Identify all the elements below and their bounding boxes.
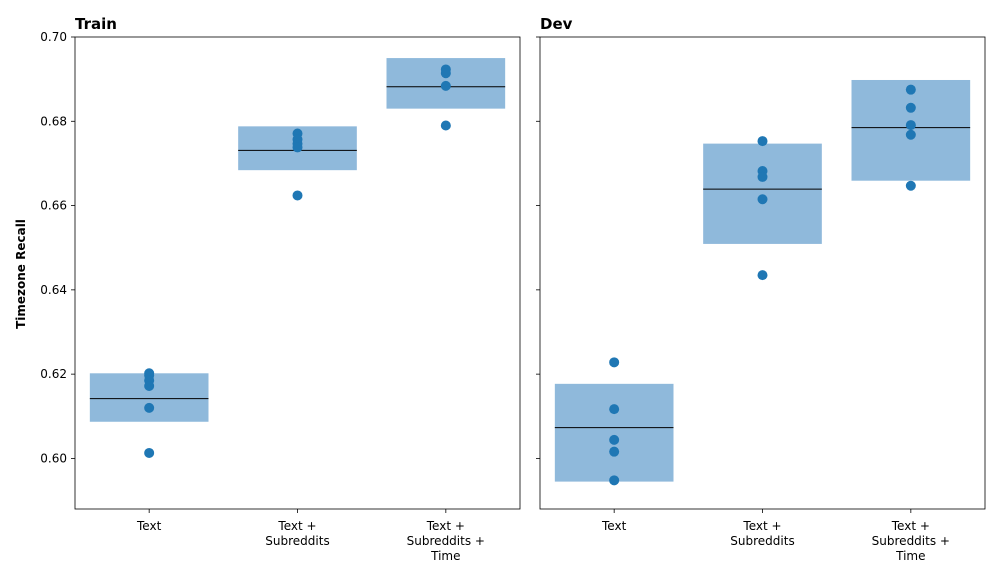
train-x-tick-label: Text bbox=[136, 519, 162, 533]
train-data-point bbox=[292, 142, 303, 153]
dev-data-point bbox=[757, 270, 768, 281]
y-tick-label: 0.68 bbox=[40, 114, 67, 128]
train-panel-title: Train bbox=[75, 15, 117, 33]
train-x-tick-label: Time bbox=[430, 549, 460, 563]
dev-data-point bbox=[905, 129, 916, 140]
dev-x-tick-label: Text + bbox=[891, 519, 930, 533]
dev-data-point bbox=[757, 136, 768, 147]
train-panel: Train 0.60 0.62 0.64 0.66 0.68 0.70 Text Text +… bbox=[40, 15, 521, 563]
dev-x-tick-label: Subreddits bbox=[730, 534, 794, 548]
dev-x-tick-label: Subreddits + bbox=[872, 534, 950, 548]
dev-data-point bbox=[609, 404, 620, 415]
train-x-tick-label: Text + bbox=[426, 519, 465, 533]
train-data-point bbox=[144, 380, 155, 391]
train-data-point bbox=[440, 80, 451, 91]
dev-data-point bbox=[609, 434, 620, 445]
train-x-tick-label: Subreddits bbox=[265, 534, 329, 548]
train-x-tick-label: Text + bbox=[277, 519, 316, 533]
dev-x-tick-label: Text + bbox=[742, 519, 781, 533]
dev-data-point bbox=[757, 171, 768, 182]
train-data-point bbox=[292, 190, 303, 201]
train-data-point bbox=[440, 120, 451, 131]
dev-data-point bbox=[609, 446, 620, 457]
y-tick-label: 0.66 bbox=[40, 199, 67, 213]
dev-box-1 bbox=[703, 143, 822, 244]
dev-panel-title: Dev bbox=[540, 15, 573, 33]
dev-data-point bbox=[609, 475, 620, 486]
dev-x-tick-label: Text bbox=[601, 519, 627, 533]
y-axis-title: Timezone Recall bbox=[14, 219, 28, 329]
dev-data-point bbox=[905, 180, 916, 191]
train-data-point bbox=[440, 68, 451, 79]
dev-data-point bbox=[905, 84, 916, 95]
train-data-point bbox=[144, 447, 155, 458]
y-tick-label: 0.62 bbox=[40, 367, 67, 381]
y-tick-label: 0.70 bbox=[40, 30, 67, 44]
dev-data-point bbox=[905, 120, 916, 131]
train-data-point bbox=[144, 402, 155, 413]
train-x-tick-label: Subreddits + bbox=[407, 534, 485, 548]
dev-data-point bbox=[905, 102, 916, 113]
y-tick-label: 0.64 bbox=[40, 283, 67, 297]
dev-x-tick-label: Time bbox=[895, 549, 925, 563]
dev-data-point bbox=[757, 194, 768, 205]
y-tick-label: 0.60 bbox=[40, 451, 67, 465]
dev-box-0 bbox=[554, 383, 674, 482]
dev-data-point bbox=[609, 357, 620, 368]
